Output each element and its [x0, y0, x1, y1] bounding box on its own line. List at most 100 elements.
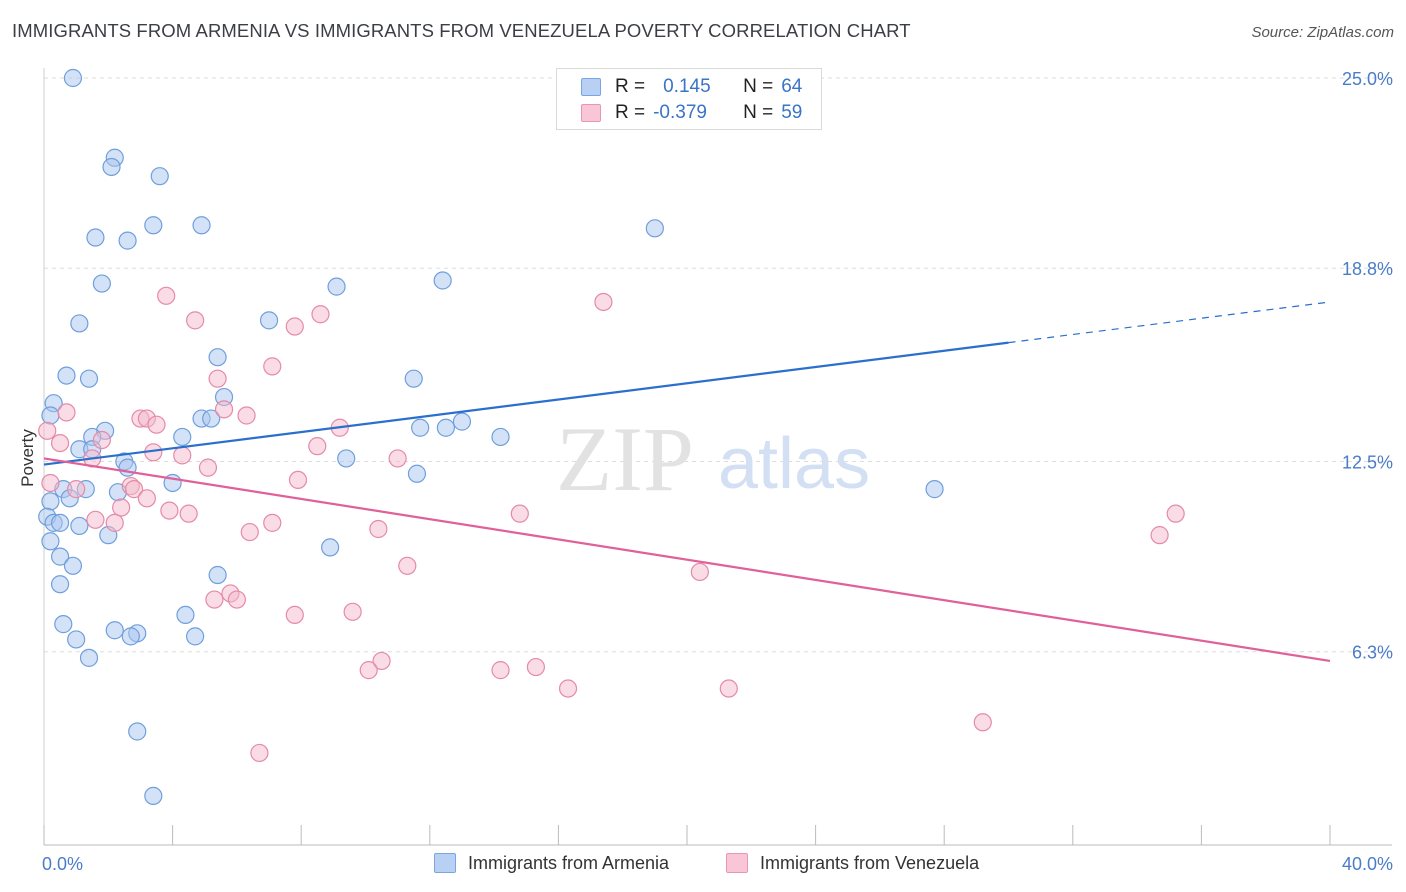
- armenia-point: [92, 274, 111, 293]
- armenia-point: [186, 627, 205, 646]
- armenia-trendline: [43, 341, 1009, 466]
- venezuela-point: [558, 679, 578, 698]
- axes: [43, 68, 1392, 846]
- venezuela-point: [214, 400, 234, 419]
- armenia-point: [327, 277, 346, 296]
- armenia-point: [436, 418, 455, 437]
- armenia-point: [411, 418, 430, 437]
- armenia-point: [79, 369, 99, 388]
- venezuela-point: [308, 437, 327, 456]
- venezuela-point: [359, 661, 378, 680]
- y-tick-labels: 6.3% 12.5% 18.8% 25.0%: [1342, 69, 1393, 663]
- legend-n-value: 64: [781, 76, 803, 97]
- venezuela-point: [285, 317, 304, 336]
- y-tick-label: 25.0%: [1342, 69, 1393, 89]
- watermark-atlas: atlas: [718, 424, 870, 504]
- legend-r-value: 0.145: [663, 76, 711, 97]
- watermark: ZIP atlas: [556, 408, 870, 510]
- legend-swatch-pink: [581, 104, 601, 122]
- armenia-point: [259, 311, 279, 330]
- series-legend-venezuela: Immigrants from Venezuela: [726, 850, 979, 876]
- gridlines: [44, 77, 1392, 653]
- venezuela-point: [690, 562, 709, 582]
- x-tick-label: 0.0%: [42, 854, 83, 874]
- armenia-point: [70, 516, 89, 536]
- armenia-point: [57, 366, 76, 385]
- y-tick-label: 6.3%: [1352, 643, 1393, 663]
- trendlines: [43, 301, 1331, 663]
- venezuela-point: [343, 602, 362, 621]
- venezuela-point: [112, 498, 131, 517]
- y-tick-label: 12.5%: [1342, 453, 1393, 473]
- x-tick-label: 40.0%: [1342, 854, 1393, 874]
- venezuela-point: [227, 590, 246, 609]
- venezuela-point: [369, 519, 388, 539]
- armenia-point: [176, 605, 195, 625]
- series-label-venezuela: Immigrants from Venezuela: [760, 852, 980, 873]
- source-label: Source: ZipAtlas.com: [1251, 24, 1394, 41]
- armenia-point: [102, 157, 121, 177]
- venezuela-point: [526, 657, 545, 677]
- armenia-point: [121, 627, 140, 646]
- armenia-points: [38, 68, 944, 806]
- venezuela-point: [198, 458, 218, 477]
- legend-r-label: R =: [615, 76, 646, 97]
- venezuela-point: [205, 590, 224, 609]
- venezuela-point: [50, 433, 70, 453]
- venezuela-point: [510, 504, 529, 523]
- armenia-point: [50, 575, 70, 594]
- venezuela-point: [250, 743, 269, 763]
- series-swatch-blue: [434, 853, 456, 873]
- venezuela-point: [491, 661, 510, 680]
- armenia-point: [208, 348, 227, 367]
- venezuela-point: [86, 510, 105, 529]
- venezuela-point: [594, 292, 613, 312]
- series-label-armenia: Immigrants from Armenia: [468, 852, 670, 873]
- armenia-point: [63, 556, 83, 575]
- legend-r-value: -0.379: [653, 102, 707, 123]
- legend-row-venezuela: R = -0.379 N = 59: [581, 101, 802, 125]
- venezuela-point: [311, 305, 330, 324]
- armenia-point: [63, 68, 83, 88]
- armenia-point: [202, 409, 221, 428]
- venezuela-point: [208, 369, 227, 388]
- legend-r-label: R =: [615, 102, 646, 123]
- armenia-trendline-extension: [1008, 301, 1331, 344]
- venezuela-point: [240, 522, 259, 542]
- y-tick-label: 18.8%: [1342, 259, 1393, 279]
- venezuela-point: [57, 403, 76, 422]
- venezuela-point: [137, 489, 156, 508]
- watermark-zip: ZIP: [556, 408, 694, 510]
- venezuela-point: [237, 406, 256, 425]
- venezuela-point: [38, 421, 57, 440]
- armenia-point: [337, 449, 356, 468]
- armenia-point: [645, 219, 664, 238]
- armenia-point: [86, 228, 105, 247]
- armenia-point: [925, 480, 944, 499]
- venezuela-point: [288, 470, 308, 490]
- venezuela-point: [1150, 526, 1169, 545]
- armenia-point: [50, 547, 70, 566]
- venezuela-point: [285, 605, 304, 625]
- armenia-point: [144, 786, 163, 806]
- legend-n-value: 59: [781, 102, 803, 123]
- venezuela-point: [160, 501, 179, 520]
- armenia-point: [452, 412, 472, 431]
- legend-row-armenia: R = 0.145 N = 64: [581, 75, 802, 99]
- venezuela-point: [124, 480, 144, 499]
- armenia-point: [144, 216, 163, 235]
- venezuela-trendline: [43, 457, 1331, 663]
- armenia-point: [407, 464, 427, 483]
- armenia-point: [433, 271, 452, 290]
- x-tick-labels: 0.0% 40.0%: [42, 854, 1393, 874]
- armenia-point: [41, 532, 60, 551]
- venezuela-point: [92, 430, 111, 450]
- armenia-point: [128, 722, 147, 741]
- legend-n-label: N =: [743, 76, 774, 97]
- chart-title: IMMIGRANTS FROM ARMENIA VS IMMIGRANTS FR…: [12, 20, 911, 41]
- venezuela-point: [147, 415, 166, 434]
- venezuela-point: [105, 513, 124, 532]
- venezuela-point: [398, 556, 417, 575]
- armenia-point: [404, 369, 423, 388]
- armenia-point: [192, 216, 211, 235]
